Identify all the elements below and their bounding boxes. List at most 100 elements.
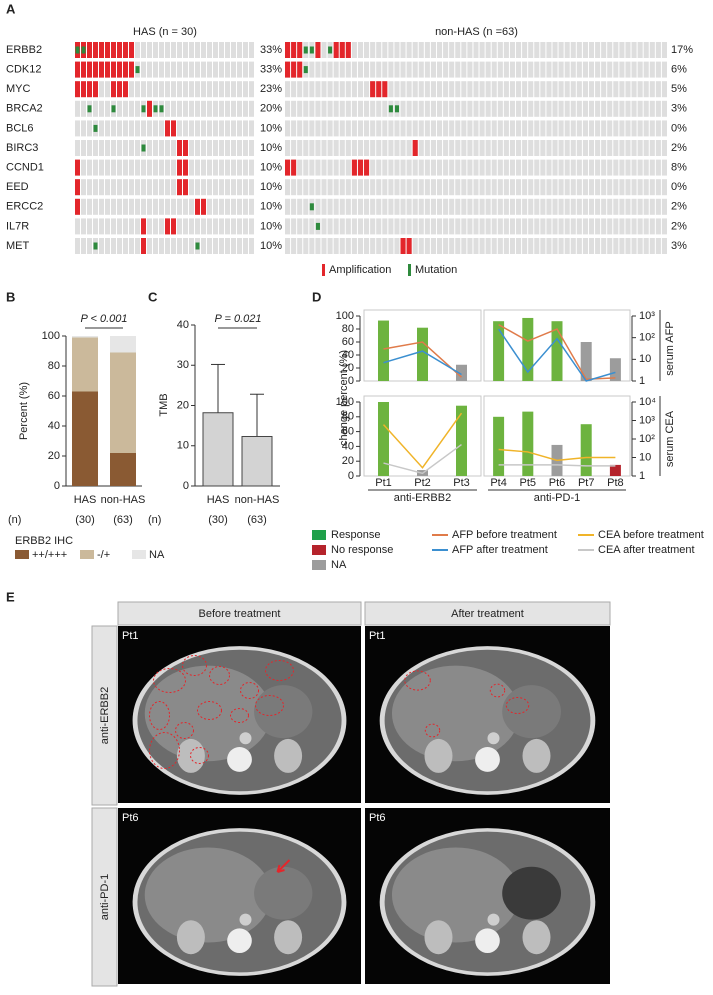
percent-label: 2% [671, 220, 687, 232]
empty-cell [497, 179, 503, 196]
empty-cell [552, 218, 558, 235]
empty-cell [588, 42, 595, 58]
amplification-cell [117, 61, 122, 78]
mutation-cell [81, 46, 86, 54]
empty-cell [528, 179, 534, 196]
empty-cell [424, 238, 430, 254]
empty-cell [570, 81, 576, 98]
legend-label: AFP after treatment [452, 544, 548, 556]
empty-cell [147, 218, 152, 235]
empty-cell [540, 179, 546, 196]
empty-cell [546, 42, 552, 58]
bar [378, 320, 389, 381]
empty-cell [183, 81, 188, 98]
empty-cell [99, 179, 104, 196]
empty-cell [637, 159, 643, 176]
amplification-cell [75, 81, 80, 98]
empty-cell [473, 81, 479, 98]
empty-cell [497, 238, 503, 254]
empty-cell [321, 159, 327, 176]
empty-cell [285, 179, 291, 196]
amplification-cell [93, 81, 98, 98]
empty-cell [321, 42, 327, 58]
empty-cell [595, 140, 601, 156]
empty-cell [625, 238, 631, 254]
empty-cell [123, 218, 128, 235]
stacked-bar [72, 391, 98, 486]
empty-cell [333, 238, 339, 254]
empty-cell [81, 120, 86, 137]
empty-cell [503, 198, 509, 215]
empty-cell [576, 198, 582, 215]
empty-cell [649, 179, 655, 196]
empty-cell [81, 198, 86, 215]
aorta [239, 732, 252, 745]
empty-cell [207, 198, 212, 215]
empty-cell [449, 61, 455, 78]
empty-cell [219, 100, 224, 117]
empty-cell [661, 140, 667, 156]
empty-cell [213, 179, 218, 196]
column-header [364, 601, 611, 626]
y-tick-label: 80 [48, 360, 60, 372]
empty-cell [461, 179, 467, 196]
empty-cell [503, 61, 509, 78]
y-tick-label: 60 [342, 336, 354, 348]
y-tick-label: 80 [342, 323, 354, 335]
empty-cell [564, 140, 570, 156]
empty-cell [339, 159, 345, 176]
empty-cell [528, 140, 534, 156]
x-tick-label: HAS [207, 494, 230, 506]
empty-cell [412, 159, 418, 176]
empty-cell [637, 198, 643, 215]
empty-cell [201, 100, 206, 117]
empty-cell [159, 42, 164, 58]
empty-cell [479, 81, 485, 98]
empty-cell [364, 140, 370, 156]
empty-cell [370, 61, 376, 78]
empty-cell [357, 61, 364, 78]
y2-tick-label: 10 [639, 353, 651, 365]
empty-cell [418, 100, 424, 117]
y2-axis-title: serum AFP [664, 321, 676, 375]
percent-label: 17% [671, 44, 693, 56]
percent-label: 0% [671, 181, 687, 193]
empty-cell [165, 81, 170, 98]
x-tick-label: Pt6 [549, 477, 566, 489]
n-label: (63) [113, 514, 133, 526]
empty-cell [461, 100, 467, 117]
y-tick-label: 100 [336, 310, 354, 322]
empty-cell [503, 218, 509, 235]
empty-cell [619, 120, 625, 137]
empty-cell [382, 140, 388, 156]
x-tick-label: non-HAS [235, 494, 280, 506]
empty-cell [364, 198, 370, 215]
empty-cell [649, 159, 655, 176]
empty-cell [315, 81, 321, 98]
empty-cell [412, 238, 418, 254]
empty-cell [291, 100, 297, 117]
empty-cell [619, 42, 625, 58]
amplification-cell [285, 61, 291, 78]
empty-cell [297, 140, 303, 156]
legend-label: CEA before treatment [598, 529, 704, 541]
empty-cell [237, 81, 242, 98]
liver [144, 665, 272, 762]
empty-cell [406, 42, 412, 58]
empty-cell [582, 100, 588, 117]
empty-cell [153, 179, 158, 196]
empty-cell [455, 218, 461, 235]
empty-cell [528, 159, 534, 176]
empty-cell [189, 42, 194, 58]
empty-cell [351, 120, 357, 137]
empty-cell [430, 159, 436, 176]
legend-swatch [312, 530, 326, 540]
empty-cell [643, 120, 649, 137]
empty-cell [111, 140, 116, 156]
group-label: anti-ERBB2 [394, 492, 451, 504]
empty-cell [503, 100, 509, 117]
empty-cell [570, 120, 576, 137]
amplification-cell [93, 61, 98, 78]
empty-cell [327, 179, 333, 196]
empty-cell [309, 81, 315, 98]
